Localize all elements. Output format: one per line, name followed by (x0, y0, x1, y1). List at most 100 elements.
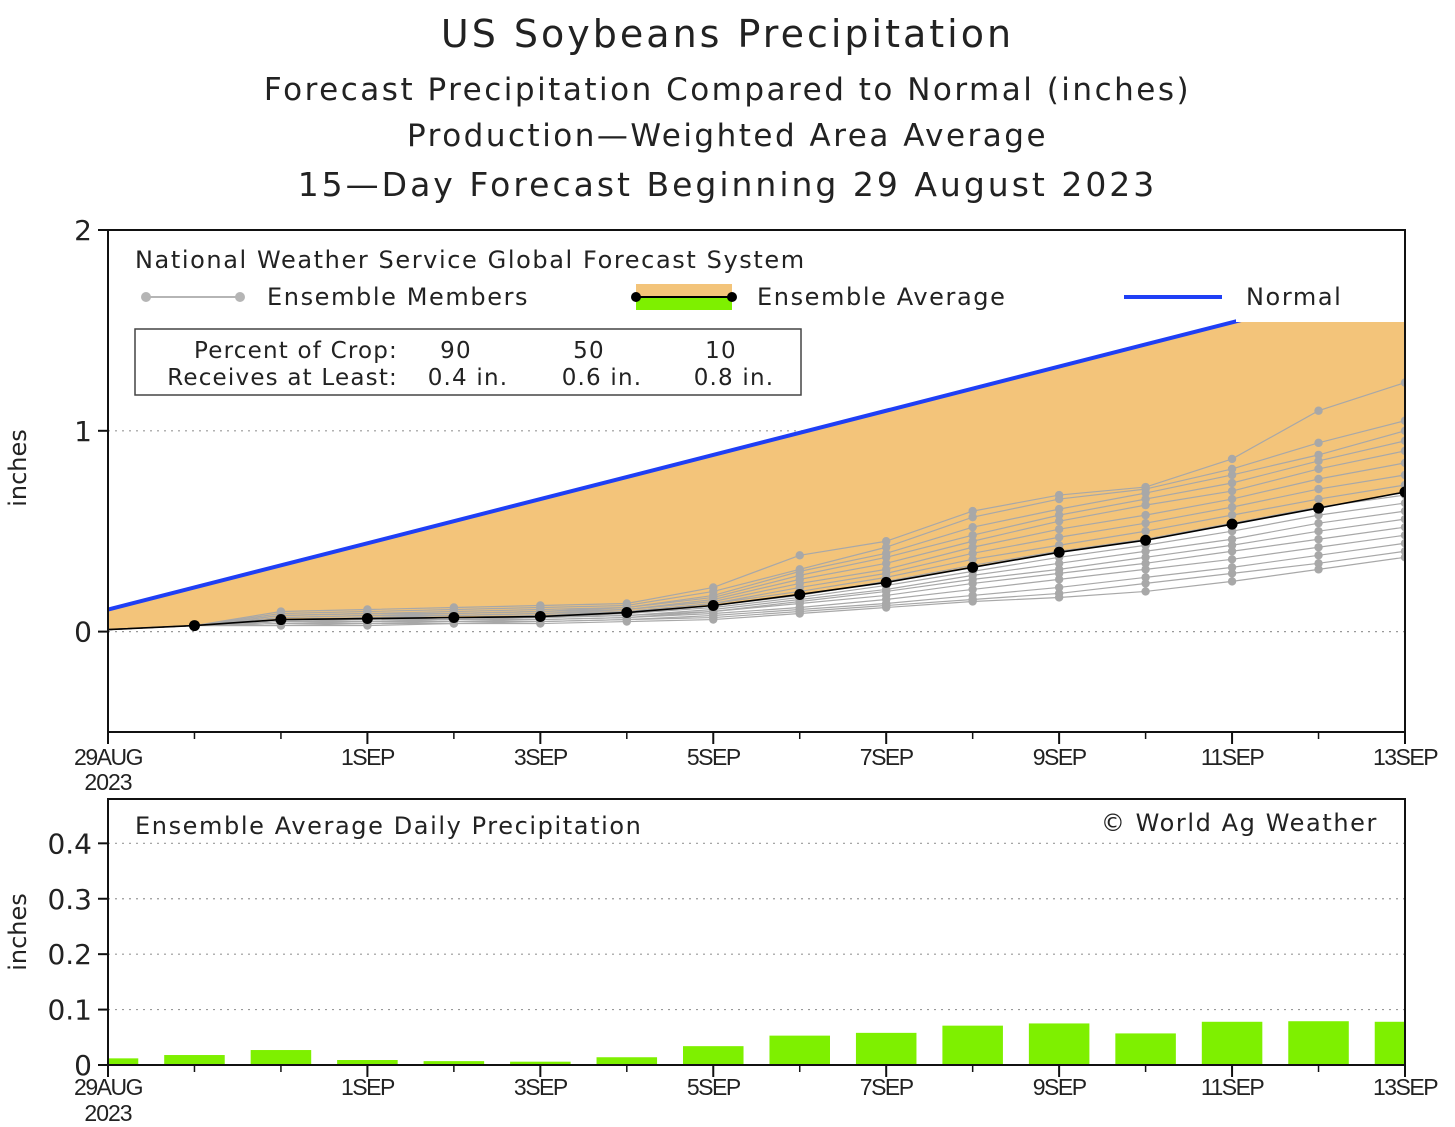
ensemble-average-point (1053, 546, 1065, 558)
bottom-x-tick-label: 3SEP (514, 1074, 568, 1100)
ensemble-member-point (1141, 500, 1150, 510)
ensemble-member-point (968, 555, 977, 564)
ensemble-average-points (188, 486, 1405, 632)
bottom-y-tick-label: 0 (74, 1049, 92, 1082)
cumulative-precip-panel: National Weather Service Global Forecast… (4, 214, 1440, 795)
ensemble-average-point (1313, 502, 1325, 514)
ensemble-average-line (108, 491, 1405, 631)
crop-table-row1-label: Percent of Crop: (194, 338, 398, 364)
bottom-x-tick-label: 29AUG (74, 1074, 143, 1100)
bottom-x-tick-label: 7SEP (860, 1074, 914, 1100)
ensemble-member-point (1141, 547, 1150, 556)
top-y-axis: 0 1 2 (74, 214, 108, 649)
ensemble-member-point (1400, 531, 1405, 540)
ensemble-member-line (108, 518, 1405, 631)
top-x-tick-label: 1SEP (341, 744, 395, 770)
bottom-gridlines (108, 842, 1405, 1011)
ensemble-member-point (1054, 524, 1064, 534)
top-y-tick-label: 1 (74, 415, 92, 448)
legend-normal-backdrop (1236, 272, 1404, 322)
ensemble-member-point (1227, 470, 1237, 480)
bottom-y-axis-label: inches (4, 893, 32, 971)
legend-average-dot (631, 292, 641, 302)
ensemble-average-point (1140, 534, 1152, 546)
daily-precip-bar (108, 1058, 139, 1065)
ensemble-member-point (1400, 539, 1405, 548)
ensemble-member-point (1054, 504, 1064, 514)
daily-precip-bar (683, 1046, 744, 1065)
top-x-tick-label: 7SEP (860, 744, 914, 770)
bottom-plot-frame (107, 798, 1406, 1066)
ensemble-member-point (968, 549, 977, 558)
ensemble-average-point (880, 576, 892, 588)
ensemble-member-point (1141, 553, 1150, 562)
ensemble-member-point (1141, 573, 1150, 582)
chart-title: US Soybeans Precipitation (440, 12, 1015, 56)
ensemble-member-point (1400, 553, 1405, 562)
daily-precip-panel: Ensemble Average Daily Precipitation © W… (4, 798, 1440, 1126)
ensemble-member-point (1400, 458, 1405, 468)
chart-subtitle-period: 15—Day Forecast Beginning 29 August 2023 (297, 165, 1158, 204)
ensemble-member-point (1314, 484, 1323, 494)
top-plot-frame (107, 229, 1406, 733)
bottom-y-axis: 0 0.1 0.2 0.3 0.4 (47, 827, 108, 1082)
ensemble-member-point (1400, 436, 1405, 446)
ensemble-member-point (1314, 474, 1323, 484)
ensemble-member-point (968, 522, 977, 532)
ensemble-member-point (1400, 498, 1405, 508)
legend-average-bar (636, 298, 732, 310)
daily-precip-bar (769, 1035, 830, 1065)
daily-precip-bar (1374, 1021, 1405, 1065)
ensemble-member-point (1314, 450, 1323, 460)
daily-precip-bar (423, 1061, 485, 1065)
legend-average-label: Ensemble Average (757, 283, 1006, 311)
bottom-y-tick-label: 0.4 (47, 827, 92, 860)
ensemble-member-point (1314, 406, 1323, 415)
ensemble-member-point (1314, 438, 1323, 448)
ensemble-member-point (795, 551, 804, 560)
ensemble-member-point (1227, 569, 1237, 578)
top-y-axis-label: inches (4, 429, 32, 507)
ensemble-member-point (709, 615, 718, 624)
ensemble-member-point (1314, 559, 1323, 568)
ensemble-member-point (968, 597, 977, 606)
bottom-x-tick-year: 2023 (84, 1100, 131, 1126)
ensemble-member-point (1054, 575, 1064, 584)
ensemble-member-point (1400, 416, 1405, 425)
ensemble-member-point (882, 553, 891, 562)
top-x-tick-year: 2023 (84, 769, 131, 795)
ensemble-average-point (707, 599, 719, 611)
ensemble-member-point (1141, 559, 1150, 568)
crop-percent-10: 10 (705, 338, 737, 364)
ensemble-member-point (1227, 494, 1237, 504)
ensemble-member-point (1314, 565, 1323, 574)
bottom-x-tick-label: 9SEP (1033, 1074, 1087, 1100)
ensemble-member-point (1141, 518, 1150, 528)
crop-table-box (134, 328, 802, 396)
legend-average-dot (727, 292, 737, 302)
bottom-x-tick-label: 5SEP (687, 1074, 741, 1100)
bottom-panel-title: Ensemble Average Daily Precipitation (135, 812, 642, 840)
legend-member-dot (235, 292, 245, 302)
ensemble-member-point (1400, 506, 1405, 516)
ensemble-member-point (795, 609, 804, 618)
ensemble-member-line (108, 550, 1405, 631)
crop-percent-90: 90 (440, 338, 472, 364)
ensemble-member-point (968, 543, 977, 552)
ensemble-member-line (108, 420, 1405, 631)
legend: National Weather Service Global Forecast… (135, 246, 1404, 322)
daily-precip-bar (250, 1050, 312, 1065)
ensemble-member-point (968, 506, 977, 516)
legend-normal-label: Normal (1246, 283, 1342, 311)
ensemble-member-point (882, 603, 891, 612)
ensemble-average-point (1399, 486, 1405, 498)
daily-bars (108, 1021, 1405, 1065)
daily-precip-bar (1028, 1023, 1090, 1065)
top-x-tick-label: 11SEP (1201, 744, 1265, 770)
normal-line (108, 276, 1405, 612)
credit-text: © World Ag Weather (1101, 809, 1378, 837)
ensemble-average-point (275, 614, 287, 626)
